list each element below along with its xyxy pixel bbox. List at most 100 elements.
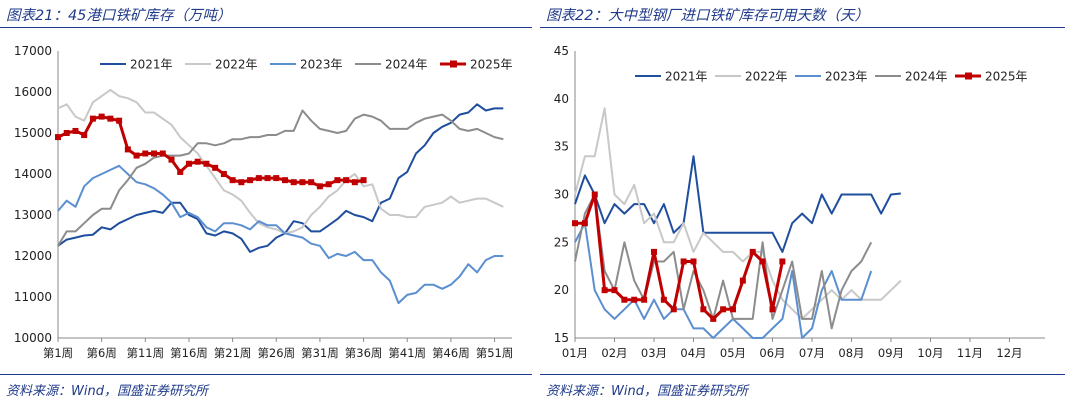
data-point-2025年 (133, 152, 140, 159)
legend-marker (450, 60, 457, 68)
series-line-2022年 (574, 107, 902, 320)
data-point-2025年 (779, 258, 786, 265)
data-point-2025年 (299, 179, 306, 186)
x-tick-label: 12月 (996, 346, 1022, 360)
data-point-2025年 (63, 130, 70, 136)
data-point-2025年 (749, 248, 756, 255)
data-point-2025年 (572, 220, 578, 227)
x-tick-label: 第16周 (170, 346, 208, 360)
x-tick-label: 04月 (680, 346, 706, 360)
data-point-2025年 (203, 160, 210, 167)
legend-label: 2021年 (130, 58, 173, 72)
data-point-2025年 (739, 277, 746, 284)
title-rule (540, 27, 1065, 28)
y-tick-label: 16000 (14, 85, 52, 99)
series-line-2024年 (574, 193, 873, 330)
y-tick-label: 25 (554, 235, 569, 249)
source-rule (540, 374, 1065, 375)
data-point-2025年 (238, 179, 245, 186)
data-point-2025年 (680, 258, 687, 265)
data-point-2025年 (142, 150, 149, 157)
data-point-2025年 (720, 306, 727, 313)
x-tick-label: 第51周 (476, 346, 514, 360)
legend-marker (965, 72, 972, 80)
series-line-2021年 (57, 103, 504, 253)
data-point-2025年 (591, 191, 598, 198)
x-tick-label: 第6周 (86, 346, 116, 360)
data-point-2025年 (212, 164, 219, 171)
data-point-2025年 (650, 248, 657, 255)
series-line-2024年 (57, 109, 504, 247)
data-point-2025年 (690, 258, 697, 265)
data-point-2025年 (282, 177, 288, 184)
legend-label: 2023年 (825, 70, 868, 84)
x-tick-label: 03月 (641, 346, 667, 360)
x-tick-label: 第36周 (345, 346, 383, 360)
legend-label: 2025年 (985, 70, 1028, 84)
legend-label: 2022年 (745, 70, 788, 84)
y-tick-label: 45 (554, 44, 569, 58)
y-tick-label: 35 (554, 140, 569, 154)
x-tick-label: 01月 (562, 346, 588, 360)
data-point-2025年 (273, 175, 280, 182)
data-point-2025年 (151, 150, 158, 157)
data-point-2025年 (351, 179, 358, 186)
y-tick-label: 10000 (14, 331, 52, 345)
series-line-2022年 (57, 88, 504, 235)
source-note: 资料来源：Wind，国盛证券研究所 (546, 384, 748, 399)
data-point-2025年 (98, 113, 105, 120)
x-tick-label: 第31周 (301, 346, 339, 360)
legend-label: 2023年 (300, 58, 343, 72)
data-point-2025年 (601, 287, 608, 294)
data-point-2025年 (168, 156, 175, 163)
x-tick-label: 第1周 (43, 346, 73, 360)
y-tick-label: 11000 (14, 290, 52, 304)
x-tick-label: 10月 (917, 346, 943, 360)
y-tick-label: 30 (554, 188, 569, 202)
x-tick-label: 第46周 (432, 346, 470, 360)
data-point-2025年 (247, 177, 254, 184)
line-chart-port-inventory: 10000 11000 12000 13000 14000 15000 16000 17000… (14, 44, 514, 360)
data-point-2025年 (729, 306, 736, 313)
data-point-2025年 (621, 296, 628, 303)
data-point-2025年 (631, 296, 638, 303)
y-tick-label: 13000 (14, 208, 52, 222)
legend-label: 2022年 (215, 58, 258, 72)
data-point-2025年 (107, 115, 114, 122)
data-point-2025年 (759, 258, 766, 265)
data-point-2025年 (334, 177, 341, 184)
legend-label: 2021年 (665, 70, 708, 84)
figure-title: 图表21：45港口铁矿库存（万吨） (6, 8, 232, 24)
legend-label: 2025年 (470, 58, 513, 72)
data-point-2025年 (611, 287, 618, 294)
data-point-2025年 (710, 315, 717, 322)
y-tick-label: 15 (554, 331, 569, 345)
data-point-2025年 (581, 220, 588, 227)
data-point-2025年 (116, 117, 123, 124)
series-line-2023年 (57, 164, 504, 305)
y-tick-label: 14000 (14, 167, 52, 181)
data-point-2025年 (220, 171, 227, 177)
x-tick-label: 11月 (957, 346, 983, 360)
legend-label: 2024年 (905, 70, 948, 84)
data-point-2025年 (124, 146, 131, 153)
data-point-2025年 (325, 181, 332, 188)
title-rule (0, 27, 532, 28)
x-tick-label: 第26周 (257, 346, 295, 360)
data-point-2025年 (769, 306, 776, 313)
data-point-2025年 (700, 306, 707, 313)
x-tick-label: 02月 (601, 346, 627, 360)
x-tick-label: 第41周 (388, 346, 426, 360)
data-point-2025年 (360, 177, 367, 184)
data-point-2025年 (641, 296, 648, 303)
x-tick-label: 06月 (759, 346, 785, 360)
x-tick-label: 07月 (799, 346, 825, 360)
data-point-2025年 (89, 115, 96, 122)
x-tick-label: 09月 (878, 346, 904, 360)
x-tick-label: 第21周 (214, 346, 252, 360)
y-tick-label: 20 (554, 283, 569, 297)
x-tick-label: 08月 (838, 346, 864, 360)
data-point-2025年 (343, 177, 350, 184)
data-point-2025年 (159, 150, 166, 157)
data-point-2025年 (264, 175, 271, 182)
